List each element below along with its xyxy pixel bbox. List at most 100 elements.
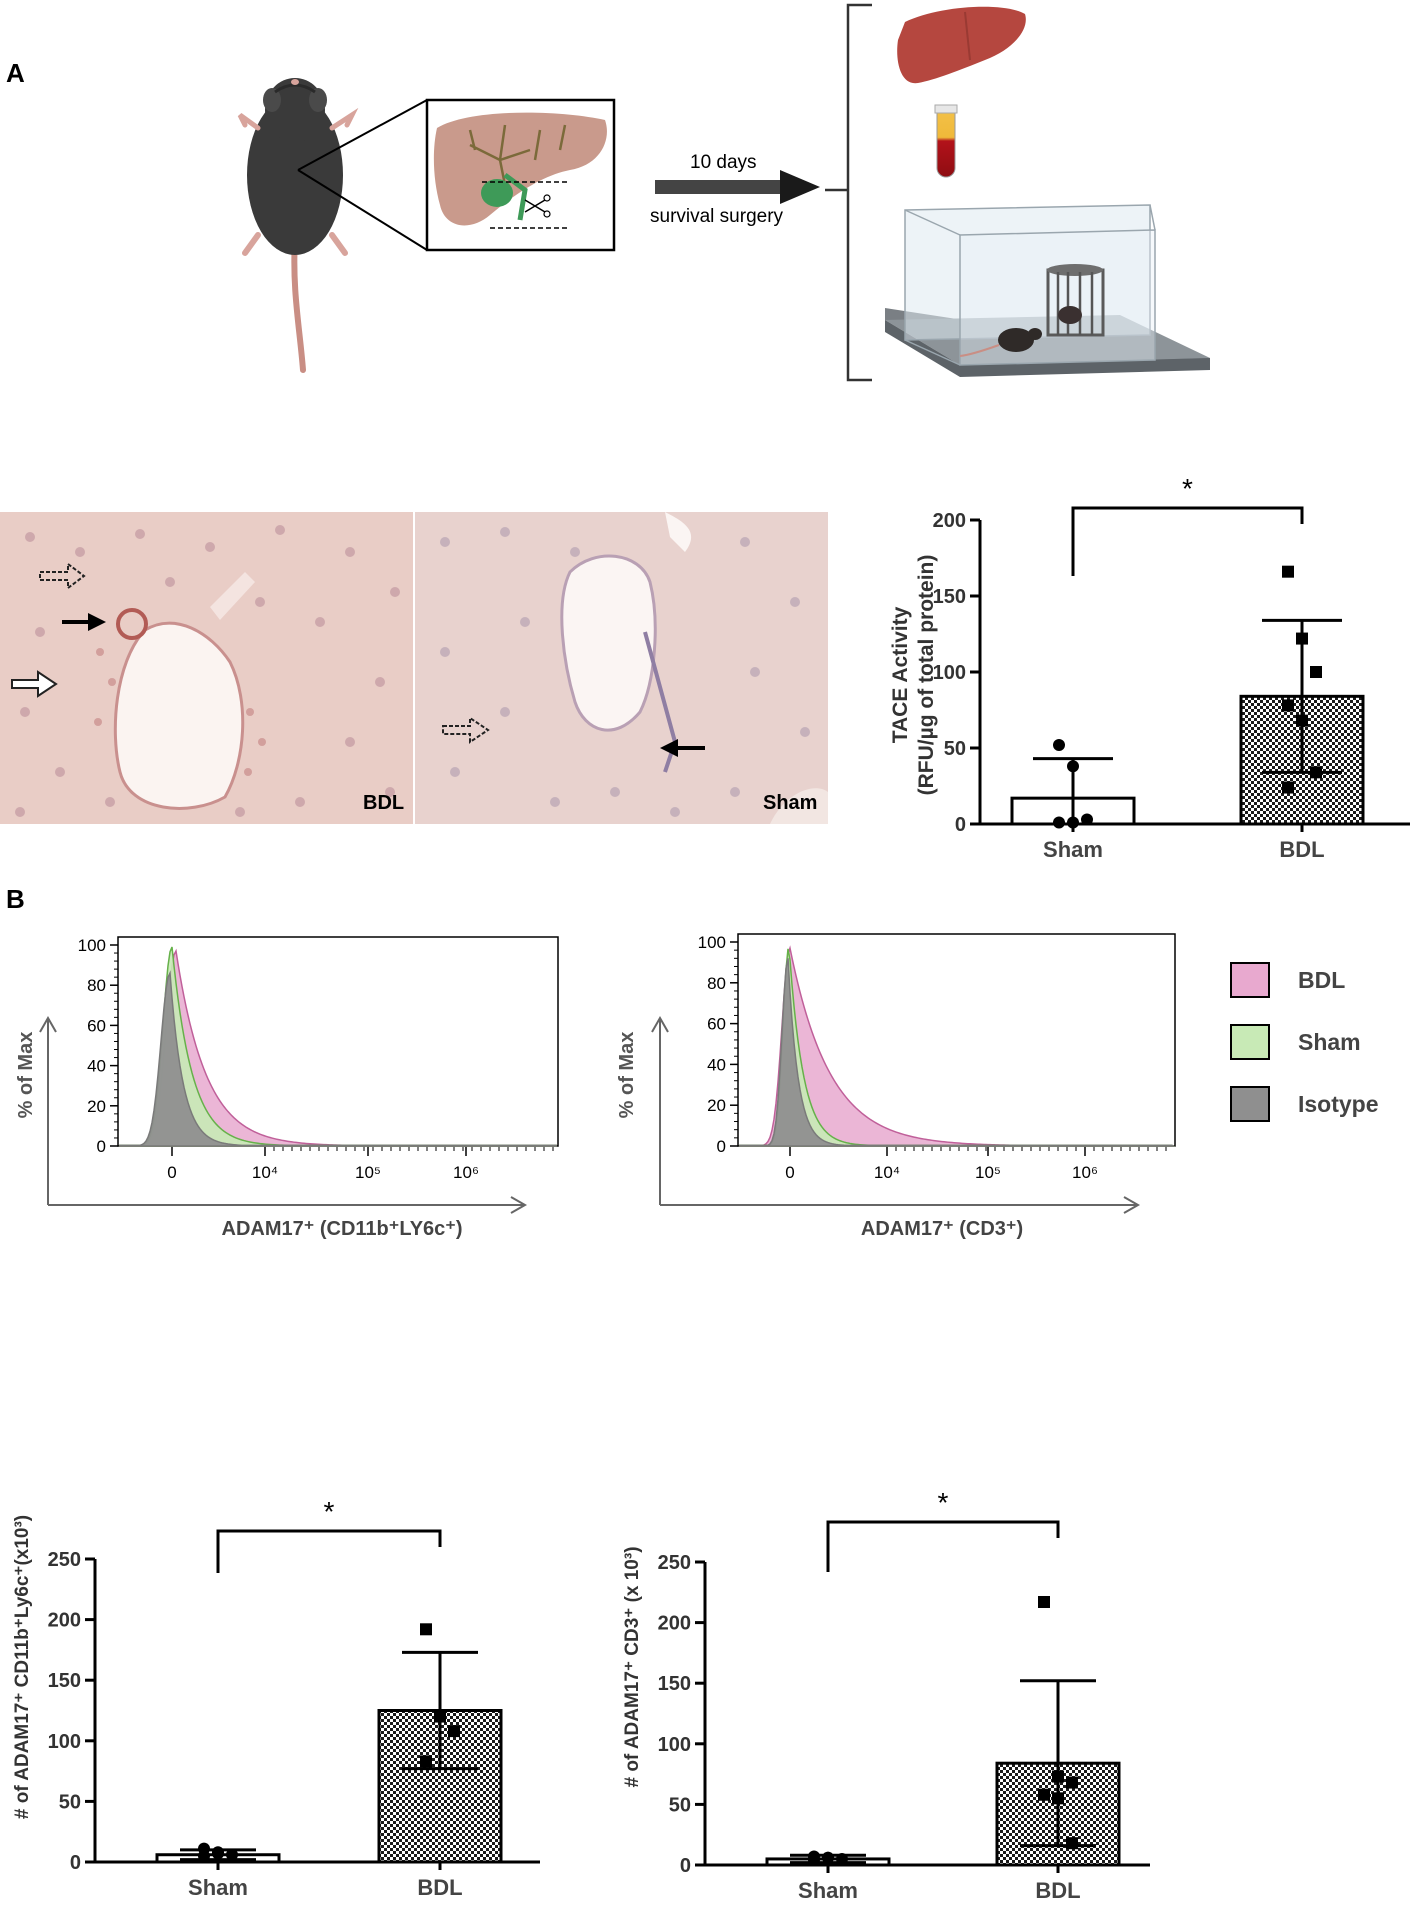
- significance-bracket: [216, 1529, 442, 1573]
- hepatocyte-nuclei: [440, 527, 810, 817]
- micrograph-sham-label: Sham: [763, 792, 818, 814]
- hist1-ylabel: % of Max: [15, 1032, 37, 1119]
- outcome-bracket: [825, 3, 872, 382]
- significance-star: *: [938, 1487, 949, 1518]
- y-tick-label: 60: [87, 1016, 106, 1035]
- legend-label: Isotype: [1298, 1090, 1379, 1117]
- data-point: [1067, 816, 1079, 829]
- data-point: [1282, 565, 1294, 578]
- x-tick-label: 0: [785, 1163, 794, 1182]
- arrow-label-duration: 10 days: [690, 152, 757, 173]
- data-point: [448, 1725, 460, 1738]
- data-point: [1066, 1776, 1078, 1789]
- y-tick-label: 200: [48, 1610, 81, 1632]
- solid-arrow-icon: [660, 739, 705, 757]
- x-tick-label: 10⁴: [874, 1163, 900, 1182]
- data-point: [808, 1854, 820, 1867]
- micrograph-bdl-image: [0, 512, 413, 824]
- micrograph-bdl-label: BDL: [363, 792, 405, 814]
- hist1-xlabel: ADAM17⁺ (CD11b⁺LY6c⁺): [222, 1218, 463, 1240]
- data-point: [1296, 632, 1308, 645]
- y-axis-arrowhead: [39, 1015, 57, 1033]
- data-point: [1052, 1792, 1064, 1805]
- ligated-liver-illustration: [433, 112, 607, 229]
- arrow-label-procedure: survival surgery: [650, 206, 784, 227]
- x-category-label: Sham: [798, 1878, 858, 1903]
- y-tick-label: 50: [944, 738, 966, 760]
- data-point: [420, 1623, 432, 1636]
- x-tick-label: 10⁵: [355, 1163, 381, 1182]
- y-tick-label: 100: [48, 1731, 81, 1753]
- data-point: [198, 1849, 210, 1862]
- panel-label-b: B: [6, 884, 25, 914]
- data-point: [1038, 1788, 1050, 1801]
- mouse-illustration: [237, 78, 359, 373]
- dashed-arrow-icon: [39, 562, 86, 590]
- y-tick-label: 0: [680, 1855, 691, 1877]
- arrow-10-days: [655, 170, 820, 204]
- data-point: [434, 1710, 446, 1723]
- x-category-label: BDL: [1279, 837, 1324, 862]
- tace-ylabel-line1: TACE Activity: [889, 606, 912, 743]
- hepatocyte-nuclei: [15, 525, 400, 817]
- data-point: [1053, 738, 1065, 751]
- hist2-xlabel: ADAM17⁺ (CD3⁺): [861, 1218, 1023, 1240]
- y-tick-label: 100: [933, 662, 966, 684]
- y-tick-label: 100: [698, 933, 726, 952]
- histogram-cd3: % of Max ADAM17⁺ (CD3⁺) 0 20 40 60 80 100 0 10⁴…: [616, 933, 1176, 1240]
- y-tick-label: 200: [933, 510, 966, 532]
- y-axis-arrowhead: [651, 1015, 669, 1033]
- x-tick-label: 0: [167, 1163, 176, 1182]
- y-tick-label: 0: [97, 1137, 106, 1156]
- x-tick-label: 10⁴: [252, 1163, 278, 1182]
- y-tick-label: 100: [78, 936, 106, 955]
- y-tick-label: 40: [87, 1057, 106, 1076]
- legend-item-bdl: BDL: [1230, 962, 1379, 998]
- data-point: [1052, 1770, 1064, 1783]
- y-tick-label: 150: [48, 1670, 81, 1692]
- y-tick-label: 200: [658, 1613, 691, 1635]
- y-tick-label: 40: [707, 1055, 726, 1074]
- bdl-schematic: [237, 3, 1210, 382]
- y-tick-label: 20: [87, 1097, 106, 1116]
- x-axis-arrowhead: [1123, 1196, 1141, 1214]
- x-category-label: Sham: [1043, 837, 1103, 862]
- liver-icon: [897, 6, 1026, 84]
- legend-swatch: [1230, 1086, 1270, 1122]
- data-point: [420, 1755, 432, 1768]
- solid-arrow-icon: [62, 613, 106, 631]
- micrograph-annotations: [11, 562, 705, 757]
- legend-item-sham: Sham: [1230, 1024, 1379, 1060]
- data-point: [1296, 714, 1308, 727]
- y-tick-label: 80: [707, 974, 726, 993]
- data-point: [1067, 760, 1079, 773]
- y-tick-label: 50: [669, 1794, 691, 1816]
- x-category-label: BDL: [1035, 1878, 1080, 1903]
- hist2-ylabel: % of Max: [616, 1032, 638, 1119]
- y-tick-label: 250: [48, 1549, 81, 1571]
- y-tick-label: 250: [658, 1552, 691, 1574]
- y-tick-label: 0: [955, 814, 966, 836]
- histogram-legend: BDL Sham Isotype: [1230, 962, 1379, 1148]
- cd3-count-ylabel: # of ADAM17⁺ CD3⁺ (x 10³): [622, 1546, 643, 1787]
- significance-bracket: [826, 1520, 1060, 1572]
- cd3-count-chart: # of ADAM17⁺ CD3⁺ (x 10³) 0 50 100 150 200 25…: [622, 1487, 1150, 1903]
- x-category-label: Sham: [188, 1875, 248, 1900]
- panel-label-a: A: [6, 58, 25, 88]
- data-point: [212, 1847, 224, 1860]
- y-tick-label: 60: [707, 1015, 726, 1034]
- x-tick-label: 10⁵: [975, 1163, 1001, 1182]
- significance-star: *: [324, 1496, 335, 1527]
- y-tick-label: 50: [59, 1791, 81, 1813]
- data-point: [822, 1851, 834, 1864]
- data-point: [1282, 781, 1294, 794]
- data-point: [226, 1848, 238, 1861]
- data-point: [1066, 1837, 1078, 1850]
- y-tick-label: 20: [707, 1096, 726, 1115]
- cd11b-count-chart: # of ADAM17⁺ CD11b⁺Ly6c⁺(x10³) 0 50 100 150…: [12, 1496, 540, 1900]
- y-tick-label: 150: [933, 586, 966, 608]
- data-point: [1081, 813, 1093, 826]
- series-isotype-curve: [119, 970, 557, 1147]
- social-interaction-chamber-icon: [885, 204, 1210, 377]
- data-point: [1310, 766, 1322, 779]
